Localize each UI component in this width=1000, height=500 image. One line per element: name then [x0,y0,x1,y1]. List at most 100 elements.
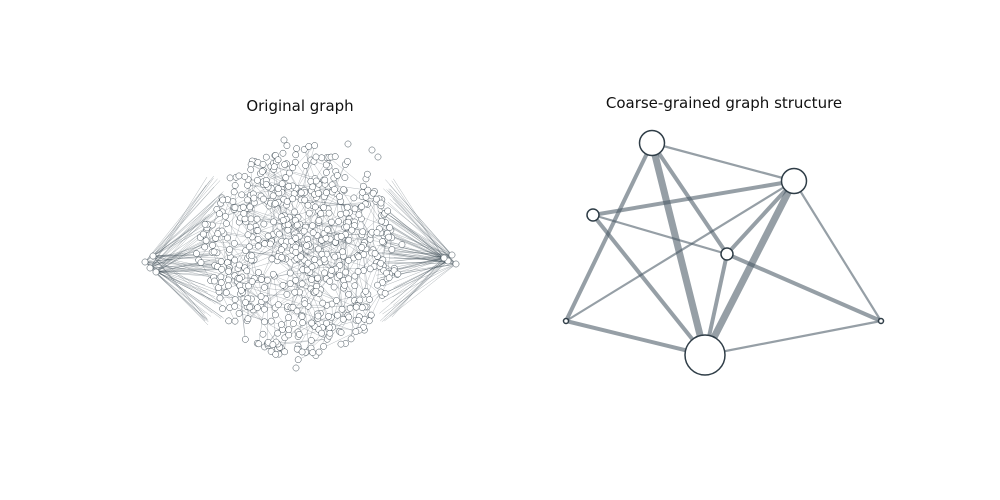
graph-node [293,145,300,152]
graph-node [149,252,157,260]
graph-edge [380,263,457,278]
graph-node [274,185,282,192]
graph-node [328,267,336,274]
graph-edge [155,271,216,298]
graph-edge [335,235,385,244]
graph-node [333,172,341,179]
graph-node [337,233,345,240]
graph-node [374,281,381,289]
graph-edge [247,283,291,321]
graph-edge [375,256,449,262]
graph-node [308,263,316,271]
graph-edge [390,226,449,262]
graph-node [345,290,353,298]
graph-node [254,176,261,184]
graph-node [314,274,321,282]
graph-node [270,163,278,171]
graph-node [319,299,326,307]
graph-node [246,303,254,311]
graph-node [330,283,338,291]
graph-node [292,364,300,372]
graph-node [264,276,271,284]
graph-edge [149,267,211,317]
graph-node [336,193,343,200]
graph-edge [298,330,360,360]
graph-node [373,195,380,203]
graph-edge [394,260,449,265]
graph-node [269,192,277,200]
graph-node [261,240,268,248]
graph-node [259,330,267,338]
graph-node [323,319,330,327]
graph-node [351,282,359,290]
graph-node [388,246,396,253]
graph-edge [292,266,308,308]
graph-node [269,270,277,278]
graph-node [231,302,239,310]
graph-edge [393,260,449,288]
graph-node [289,195,296,203]
graph-node [314,312,322,320]
graph-node [264,232,272,240]
graph-node [323,161,330,169]
graph-node [303,242,310,249]
graph-node [280,136,288,144]
graph-edge [393,178,445,259]
graph-edge [152,204,225,257]
graph-edge [382,200,453,256]
coarse-node-E [562,317,570,325]
graph-edge [152,175,214,257]
graph-edge [149,240,211,269]
graph-node [323,189,330,197]
graph-edge [144,261,221,292]
graph-node [360,182,367,190]
graph-edge [266,172,290,181]
graph-node [358,203,366,210]
graph-edge [152,255,216,278]
graph-node [308,276,315,283]
graph-node [218,266,226,273]
graph-node [231,182,239,189]
graph-edge [377,210,445,259]
graph-edge [152,255,217,257]
graph-node [311,203,319,211]
graph-edge [381,241,445,259]
graph-edge [144,180,211,263]
graph-node [291,208,298,216]
graph-node [250,194,258,202]
graph-edge [144,196,224,263]
graph-edge [341,249,374,310]
graph-node [326,278,334,285]
graph-node [299,319,306,327]
graph-node [223,220,230,227]
graph-edge [149,216,207,269]
graph-node [364,170,371,178]
graph-edge [304,149,325,181]
graph-edge [388,234,445,259]
graph-node [244,181,251,189]
graph-node [323,169,330,176]
graph-node [345,275,352,283]
graph-node [239,203,247,211]
graph-node [283,198,291,205]
graph-node [236,275,243,282]
graph-edge [155,269,219,273]
graph-node [308,319,316,327]
graph-node [337,340,345,348]
graph-edge [293,323,328,340]
graph-node [381,289,389,297]
graph-node [262,181,270,188]
graph-edge [149,267,206,286]
graph-edge [149,264,218,269]
graph-node [238,191,246,199]
graph-node [355,211,363,218]
graph-node [309,349,317,356]
graph-node [262,153,270,161]
graph-node [321,269,328,277]
graph-node [336,272,343,279]
graph-node [242,299,249,306]
graph-node [315,217,323,224]
graph-edge [387,201,457,265]
graph-node [281,161,289,168]
graph-node [261,318,268,326]
